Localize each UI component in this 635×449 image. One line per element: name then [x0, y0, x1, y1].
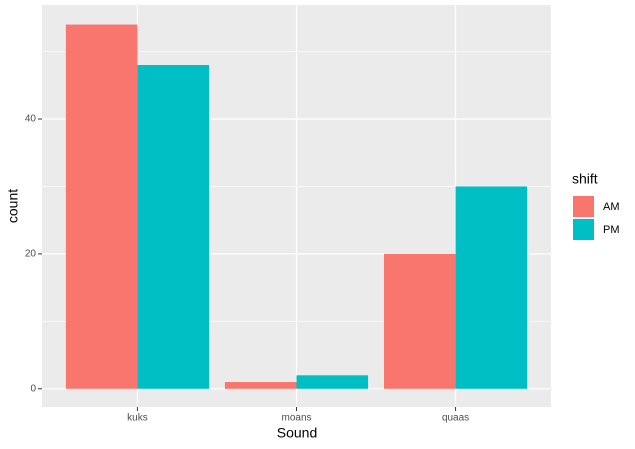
legend-key	[573, 196, 594, 217]
legend-title: shift	[572, 171, 598, 187]
x-tick-label: kuks	[127, 413, 148, 424]
y-tick-label: 20	[25, 249, 37, 260]
bar	[224, 382, 297, 389]
legend-label: AM	[603, 201, 620, 213]
bar	[383, 253, 456, 389]
x-tick-label: quaas	[442, 413, 469, 424]
legend-key	[573, 219, 594, 240]
bar	[65, 24, 138, 389]
x-tick-label: moans	[281, 413, 311, 424]
y-axis-label: count	[5, 189, 21, 223]
legend-label: PM	[603, 224, 620, 236]
y-tick-label: 40	[25, 114, 37, 125]
bar	[296, 375, 369, 389]
y-tick-label: 0	[30, 383, 36, 394]
bar	[455, 186, 528, 389]
bar	[137, 65, 210, 389]
x-axis-label: Sound	[277, 425, 317, 441]
bars	[65, 24, 528, 389]
